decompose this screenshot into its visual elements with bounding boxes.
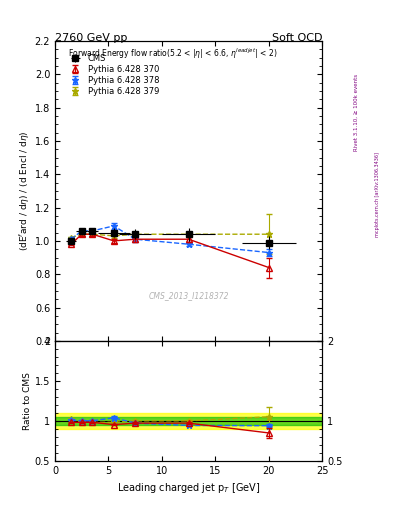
Y-axis label: (dE$^{f}$ard / d$\eta$) / (d Encl / d$\eta$): (dE$^{f}$ard / d$\eta$) / (d Encl / d$\e… <box>17 131 32 251</box>
Y-axis label: Ratio to CMS: Ratio to CMS <box>23 372 32 430</box>
Text: Rivet 3.1.10, ≥ 100k events: Rivet 3.1.10, ≥ 100k events <box>354 74 359 151</box>
Bar <box>55 417 322 425</box>
Legend: CMS, Pythia 6.428 370, Pythia 6.428 378, Pythia 6.428 379: CMS, Pythia 6.428 370, Pythia 6.428 378,… <box>64 51 162 98</box>
X-axis label: Leading charged jet p$_{T}$ [GeV]: Leading charged jet p$_{T}$ [GeV] <box>117 481 260 495</box>
Text: CMS_2013_I1218372: CMS_2013_I1218372 <box>149 291 229 301</box>
Text: 2760 GeV pp: 2760 GeV pp <box>55 33 127 44</box>
Text: Soft QCD: Soft QCD <box>272 33 322 44</box>
Text: Forward Energy flow ratio(5.2 < |$\eta$| < 6.6, $\eta^{leadjet}$| < 2): Forward Energy flow ratio(5.2 < |$\eta$|… <box>68 47 278 61</box>
Bar <box>55 413 322 429</box>
Text: mcplots.cern.ch [arXiv:1306.3436]: mcplots.cern.ch [arXiv:1306.3436] <box>375 152 380 237</box>
